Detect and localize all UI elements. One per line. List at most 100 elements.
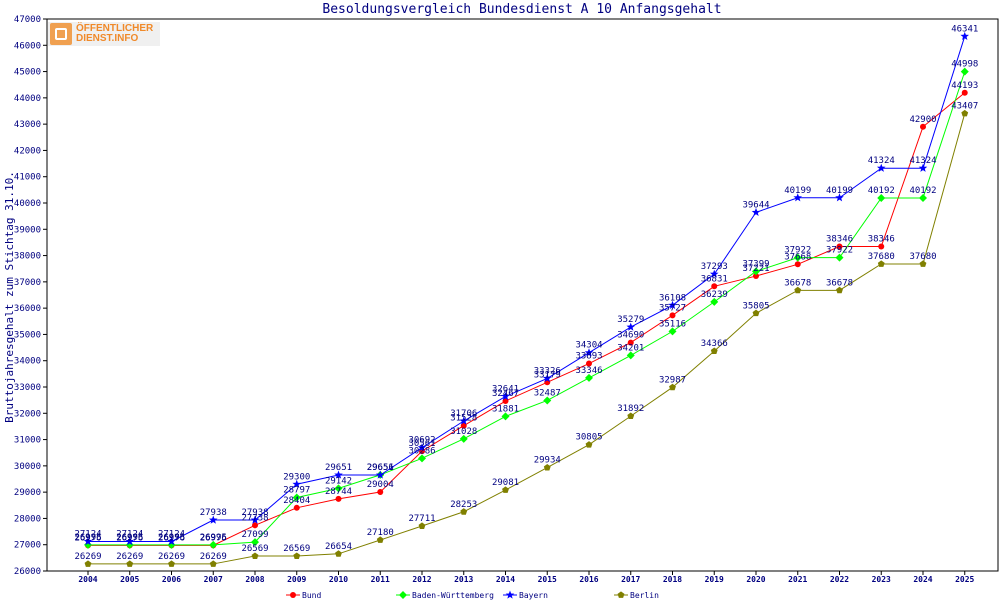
y-tick-label: 37000 bbox=[14, 278, 41, 288]
data-label-berlin: 37680 bbox=[868, 252, 895, 262]
data-point-bund bbox=[586, 360, 592, 367]
data-label-berlin: 29081 bbox=[492, 478, 519, 488]
data-label-bund: 34690 bbox=[617, 331, 644, 341]
y-tick-label: 42000 bbox=[14, 146, 41, 156]
data-label-baden-w-rttemberg: 33346 bbox=[575, 366, 602, 376]
data-label-bayern: 40199 bbox=[826, 186, 853, 196]
data-labels: 26976 26976 26976 26976 27738 28404 28744 29004… bbox=[74, 24, 978, 562]
x-tick-label: 2013 bbox=[454, 575, 473, 584]
legend-item-berlin: Berlin bbox=[614, 591, 659, 600]
data-label-berlin: 26269 bbox=[158, 552, 185, 562]
data-point-berlin bbox=[961, 109, 969, 117]
data-label-bayern: 33326 bbox=[534, 366, 561, 376]
x-tick-label: 2012 bbox=[412, 575, 431, 584]
data-label-baden-w-rttemberg: 26995 bbox=[74, 533, 101, 543]
data-label-bayern: 35279 bbox=[617, 315, 644, 325]
data-point-berlin bbox=[502, 486, 509, 493]
data-point-bayern bbox=[375, 470, 385, 479]
y-tick-label: 38000 bbox=[14, 252, 41, 262]
y-tick-label: 26000 bbox=[14, 567, 41, 577]
data-label-bayern: 29651 bbox=[367, 463, 394, 473]
plot-frame bbox=[46, 18, 999, 572]
x-tick-label: 2006 bbox=[162, 575, 181, 584]
legend-label: Bund bbox=[302, 591, 321, 600]
data-point-berlin bbox=[376, 536, 384, 543]
data-point-berlin bbox=[752, 309, 760, 317]
x-tick-label: 2009 bbox=[287, 575, 306, 584]
data-point-bayern bbox=[960, 31, 970, 40]
x-tick-label: 2010 bbox=[329, 575, 348, 584]
data-point-baden-w-rttemberg bbox=[710, 297, 719, 306]
data-point-bund bbox=[961, 89, 968, 96]
x-tick-label: 2019 bbox=[705, 575, 724, 584]
data-label-baden-w-rttemberg: 35116 bbox=[659, 319, 686, 329]
y-tick-label: 28000 bbox=[14, 514, 41, 524]
data-point-berlin bbox=[84, 560, 92, 567]
y-tick-label: 47000 bbox=[14, 15, 41, 25]
data-point-bund bbox=[669, 312, 676, 319]
y-tick-label: 29000 bbox=[14, 488, 41, 498]
legend-item-bayern: Bayern bbox=[503, 590, 548, 600]
data-point-bayern bbox=[542, 373, 552, 383]
data-point-baden-w-rttemberg bbox=[585, 373, 593, 382]
series-line-baden-w-rttemberg bbox=[88, 71, 966, 546]
data-label-baden-w-rttemberg: 40192 bbox=[909, 186, 936, 196]
x-tick-label: 2008 bbox=[245, 575, 264, 584]
data-point-bayern bbox=[125, 536, 135, 546]
data-point-bayern bbox=[835, 193, 844, 202]
x-tick-label: 2021 bbox=[788, 575, 807, 584]
data-point-baden-w-rttemberg bbox=[835, 253, 844, 262]
data-label-bund: 44193 bbox=[951, 81, 978, 91]
data-label-berlin: 37680 bbox=[909, 252, 936, 262]
data-label-bund: 31528 bbox=[450, 414, 477, 424]
x-tick-label: 2017 bbox=[621, 575, 640, 584]
data-label-bayern: 27124 bbox=[116, 529, 143, 539]
data-point-baden-w-rttemberg bbox=[752, 267, 760, 276]
data-point-bund bbox=[377, 489, 384, 496]
data-label-berlin: 26569 bbox=[241, 544, 268, 554]
data-point-berlin bbox=[126, 560, 134, 567]
series-berlin bbox=[84, 109, 969, 567]
data-point-bayern bbox=[626, 322, 636, 331]
x-axis: 2004 2005 2006 2007 2008 2009 2010 2011 2012 2013… bbox=[78, 571, 975, 584]
data-point-berlin bbox=[585, 441, 593, 448]
data-label-bund: 33893 bbox=[575, 352, 602, 362]
x-tick-label: 2024 bbox=[913, 575, 932, 584]
legend-marker bbox=[505, 590, 515, 599]
data-point-bayern bbox=[918, 163, 928, 172]
data-point-bayern bbox=[584, 348, 594, 357]
data-point-bund bbox=[252, 522, 258, 529]
legend-item-bund: Bund bbox=[286, 591, 321, 600]
data-point-baden-w-rttemberg bbox=[960, 67, 969, 76]
data-point-bayern bbox=[417, 443, 427, 452]
data-label-baden-w-rttemberg: 37922 bbox=[826, 246, 853, 256]
legend-marker bbox=[617, 591, 625, 598]
y-tick-label: 40000 bbox=[14, 199, 41, 209]
y-tick-label: 33000 bbox=[14, 383, 41, 393]
data-label-bayern: 29651 bbox=[325, 463, 352, 473]
data-label-bayern: 31706 bbox=[450, 409, 477, 419]
data-label-bund: 35727 bbox=[659, 303, 686, 313]
data-label-bayern: 40199 bbox=[784, 186, 811, 196]
chart-title: Besoldungsvergleich Bundesdienst A 10 An… bbox=[322, 2, 721, 17]
data-label-baden-w-rttemberg: 26995 bbox=[116, 533, 143, 543]
data-label-bund: 28744 bbox=[325, 487, 352, 497]
data-point-berlin bbox=[418, 522, 426, 529]
data-point-bayern bbox=[501, 391, 510, 401]
data-label-baden-w-rttemberg: 26995 bbox=[200, 533, 227, 543]
data-point-baden-w-rttemberg bbox=[459, 434, 468, 443]
y-tick-label: 41000 bbox=[14, 173, 41, 183]
data-label-bayern: 32641 bbox=[492, 384, 519, 394]
data-label-berlin: 34366 bbox=[701, 339, 728, 349]
data-point-berlin bbox=[794, 286, 802, 294]
data-point-bayern bbox=[250, 515, 260, 524]
data-label-berlin: 26269 bbox=[116, 552, 143, 562]
data-point-bayern bbox=[709, 269, 719, 278]
x-tick-label: 2022 bbox=[830, 575, 849, 584]
data-label-baden-w-rttemberg: 36239 bbox=[701, 290, 728, 300]
y-axis-label: Bruttojahresgehalt zum Stichtag 31.10. bbox=[3, 171, 16, 423]
data-point-baden-w-rttemberg bbox=[292, 493, 301, 502]
data-label-bayern: 37293 bbox=[701, 262, 728, 272]
data-point-bund bbox=[711, 283, 718, 290]
data-label-baden-w-rttemberg: 28797 bbox=[283, 485, 310, 495]
